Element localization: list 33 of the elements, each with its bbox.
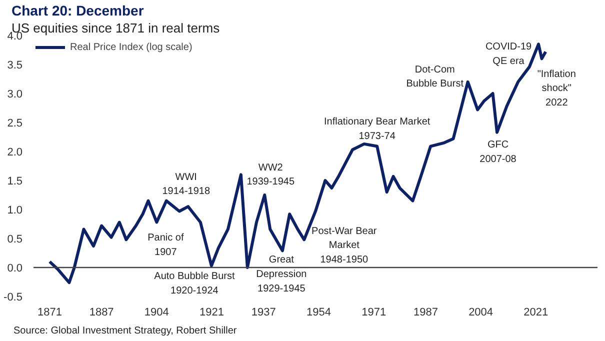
annotation: Auto Bubble Burst 1920-1924 <box>154 271 235 296</box>
annotation: COVID-19 QE era <box>485 42 532 67</box>
x-tick-label: 1954 <box>306 306 331 318</box>
x-tick-label: 2004 <box>468 306 494 318</box>
annotation: WWI 1914-1918 <box>162 172 210 198</box>
y-tick-label: 2.5 <box>7 118 23 130</box>
y-tick-label: 1.5 <box>7 176 23 188</box>
x-tick-label: 2021 <box>524 306 548 318</box>
x-tick-label: 1871 <box>37 306 62 318</box>
chart-title: Chart 20: December <box>12 2 144 18</box>
y-tick-label: 2.0 <box>7 146 23 158</box>
x-tick-label: 1921 <box>200 306 224 318</box>
x-tick-label: 1887 <box>89 306 114 318</box>
annotation: WW2 1939-1945 <box>246 162 295 188</box>
annotation: Dot-Com Bubble Burst <box>406 64 464 90</box>
y-tick-label: 0.5 <box>7 234 23 246</box>
annotation: Post-War Bear Market 1948-1950 <box>312 226 378 266</box>
annotation: Great Depression 1929-1945 <box>256 254 307 294</box>
annotation: "Inflation shock" 2022 <box>537 68 576 109</box>
y-tick-label: 0.0 <box>7 262 23 274</box>
x-tick-label: 1987 <box>413 306 438 318</box>
y-tick-label: 3.0 <box>7 88 23 100</box>
legend-label: Real Price Index (log scale) <box>70 42 192 52</box>
y-tick-label: 3.5 <box>7 60 23 72</box>
x-tick-label: 1904 <box>144 306 169 318</box>
x-tick-label: 1971 <box>362 306 386 318</box>
y-tick-label: 1.0 <box>7 204 23 216</box>
annotation: Inflationary Bear Market 1973-74 <box>324 116 430 142</box>
annotation: GFC 2007-08 <box>480 140 517 166</box>
y-tick-label: -0.5 <box>4 292 23 304</box>
x-tick-label: 1937 <box>251 306 276 318</box>
annotation: Panic of 1907 <box>148 232 184 258</box>
source-note: Source: Global Investment Strategy, Robert Shiller <box>14 326 238 336</box>
